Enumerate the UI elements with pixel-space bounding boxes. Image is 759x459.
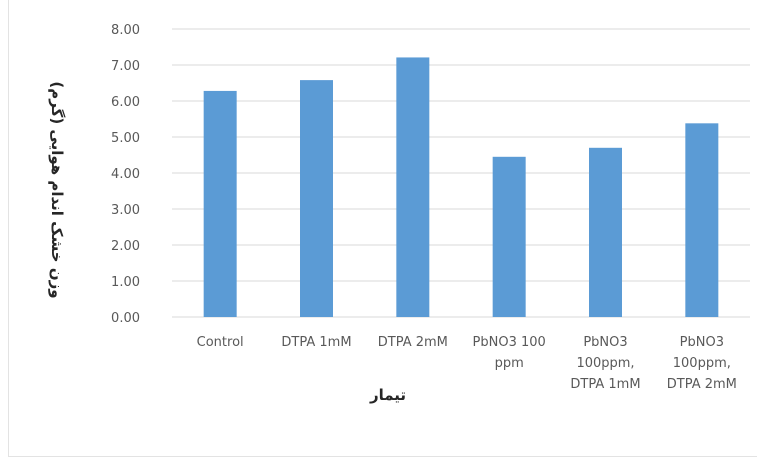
x-category-label: DTPA 1mM bbox=[281, 335, 351, 350]
bars bbox=[203, 57, 719, 318]
y-axis-title: وزن خشک اندام هوایی (گرم) bbox=[48, 81, 66, 298]
x-axis-categories: Control DTPA 1mM DTPA 2mM PbNO3 100 ppm PbNO3… bbox=[197, 335, 737, 392]
y-tick-label: 1.00 bbox=[111, 275, 140, 290]
y-tick-label: 2.00 bbox=[111, 239, 140, 254]
x-category-label: ppm bbox=[495, 356, 524, 371]
bar bbox=[396, 57, 430, 317]
x-category-label: 100ppm, bbox=[576, 356, 634, 371]
gridlines bbox=[172, 28, 750, 318]
y-tick-label: 8.00 bbox=[111, 23, 140, 38]
x-category-label: DTPA 1mM bbox=[570, 377, 640, 392]
chart-frame bbox=[8, 0, 757, 457]
bar bbox=[203, 90, 237, 317]
x-category-label: PbNO3 bbox=[680, 335, 724, 350]
bar bbox=[589, 147, 622, 317]
x-category-label: DTPA 2mM bbox=[378, 335, 448, 350]
x-axis-title: تیمار bbox=[369, 386, 406, 404]
x-category-label: PbNO3 bbox=[583, 335, 627, 350]
bar bbox=[685, 123, 719, 317]
y-tick-label: 7.00 bbox=[111, 59, 140, 74]
y-tick-label: 4.00 bbox=[111, 167, 140, 182]
y-axis-ticks: 0.00 1.00 2.00 3.00 4.00 5.00 6.00 7.00 8.00 bbox=[111, 23, 140, 326]
y-tick-label: 0.00 bbox=[111, 311, 140, 326]
y-tick-label: 3.00 bbox=[111, 203, 140, 218]
x-category-label: Control bbox=[197, 335, 244, 350]
x-category-label: 100ppm, bbox=[673, 356, 731, 371]
y-tick-label: 5.00 bbox=[111, 131, 140, 146]
y-tick-label: 6.00 bbox=[111, 95, 140, 110]
bar bbox=[492, 156, 526, 317]
x-category-label: PbNO3 100 bbox=[473, 335, 546, 350]
x-category-label: DTPA 2mM bbox=[667, 377, 737, 392]
bar bbox=[300, 80, 333, 318]
